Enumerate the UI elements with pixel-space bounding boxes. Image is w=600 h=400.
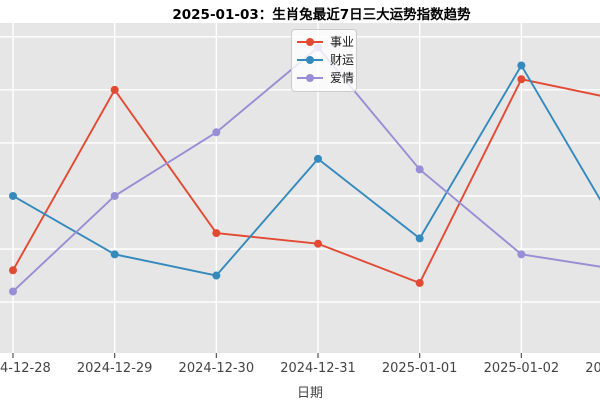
legend-marker-career-icon bbox=[297, 38, 323, 46]
data-point-wealth bbox=[110, 250, 119, 259]
legend-item-love: 爱情 bbox=[297, 69, 354, 87]
x-tick-label: 2025-01-01 bbox=[382, 361, 458, 376]
data-point-career bbox=[517, 75, 526, 84]
data-point-career bbox=[212, 229, 221, 238]
chart-title: 2025-01-03：生肖兔最近7日三大运势指数趋势 bbox=[172, 7, 471, 23]
legend: 事业 财运 爱情 bbox=[291, 29, 357, 92]
legend-marker-love-icon bbox=[297, 74, 323, 82]
data-point-wealth bbox=[314, 154, 323, 163]
x-axis-label: 日期 bbox=[296, 386, 323, 400]
data-point-love bbox=[517, 250, 526, 259]
data-point-wealth bbox=[212, 271, 221, 280]
data-point-wealth bbox=[415, 234, 424, 243]
x-tick-label: 2024-12-29 bbox=[77, 361, 153, 376]
data-point-love bbox=[9, 287, 17, 296]
data-point-career bbox=[9, 266, 17, 275]
legend-item-wealth: 财运 bbox=[297, 51, 354, 69]
data-point-love bbox=[212, 128, 221, 137]
data-point-career bbox=[415, 278, 424, 287]
x-tick-label: 2024-12-28 bbox=[0, 361, 51, 376]
x-tick-label: 2025-01-02 bbox=[484, 361, 560, 376]
legend-marker-wealth-icon bbox=[297, 56, 323, 64]
data-point-love bbox=[415, 165, 424, 174]
x-tick-label: 2024-12-31 bbox=[280, 361, 356, 376]
x-tick-label: 2024-12-30 bbox=[179, 361, 255, 376]
legend-item-career: 事业 bbox=[297, 33, 354, 51]
data-point-wealth bbox=[9, 191, 17, 200]
data-point-love bbox=[110, 191, 119, 200]
legend-label-career: 事业 bbox=[330, 35, 355, 49]
data-point-career bbox=[314, 239, 323, 248]
legend-label-wealth: 财运 bbox=[330, 53, 355, 67]
data-point-wealth bbox=[517, 61, 526, 70]
data-point-career bbox=[110, 85, 119, 94]
x-tick-label: 2025-01-03 bbox=[585, 361, 600, 376]
legend-label-love: 爱情 bbox=[330, 71, 355, 85]
